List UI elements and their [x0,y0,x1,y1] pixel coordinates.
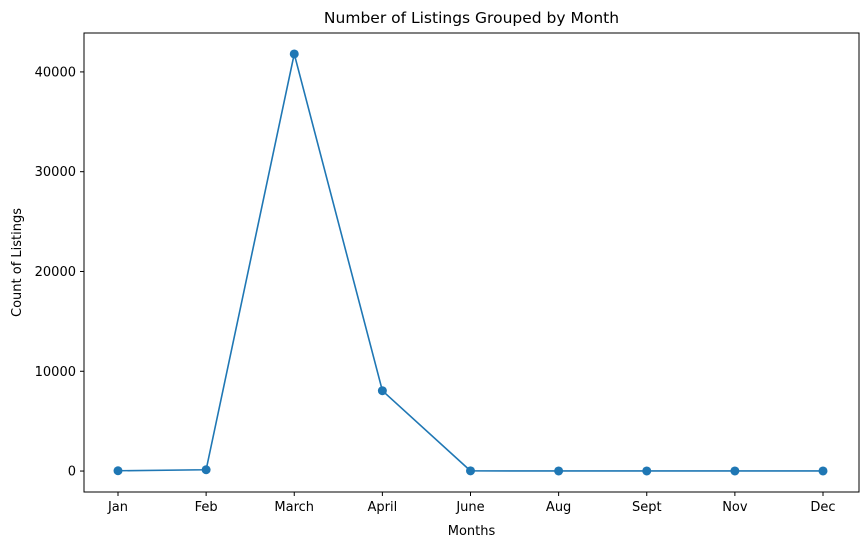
data-point [642,466,652,476]
x-tick-label: Feb [195,500,218,515]
x-tick-label: Dec [810,500,835,515]
y-tick-label: 10000 [35,365,76,380]
y-tick-label: 40000 [35,65,76,80]
x-tick-label: April [368,500,398,515]
data-point [201,465,211,475]
y-tick-label: 30000 [35,165,76,180]
series-line [117,53,823,472]
x-axis-ticks: Jan Feb March April June Aug Sept Nov Dec [107,492,836,515]
y-tick-label: 20000 [35,265,76,280]
data-point [289,49,299,59]
y-axis-ticks: 0 10000 20000 30000 40000 [35,65,84,480]
x-tick-label: Sept [632,500,662,515]
y-axis-label: Count of Listings [10,208,25,317]
data-point [113,466,123,476]
data-point [554,466,564,476]
x-tick-label: June [455,500,484,515]
data-point [466,466,475,476]
data-point [818,466,828,476]
chart-title: Number of Listings Grouped by Month [324,9,619,27]
plot-frame [83,32,860,493]
x-axis-label: Months [448,524,496,539]
data-point [377,386,387,396]
x-tick-label: March [274,500,314,515]
y-tick-label: 0 [68,465,76,480]
data-point [730,466,740,476]
x-tick-label: Aug [546,500,571,515]
series-layer [113,49,828,476]
x-tick-label: Nov [722,500,748,515]
x-tick-label: Jan [107,500,128,515]
plot-area [83,32,860,493]
